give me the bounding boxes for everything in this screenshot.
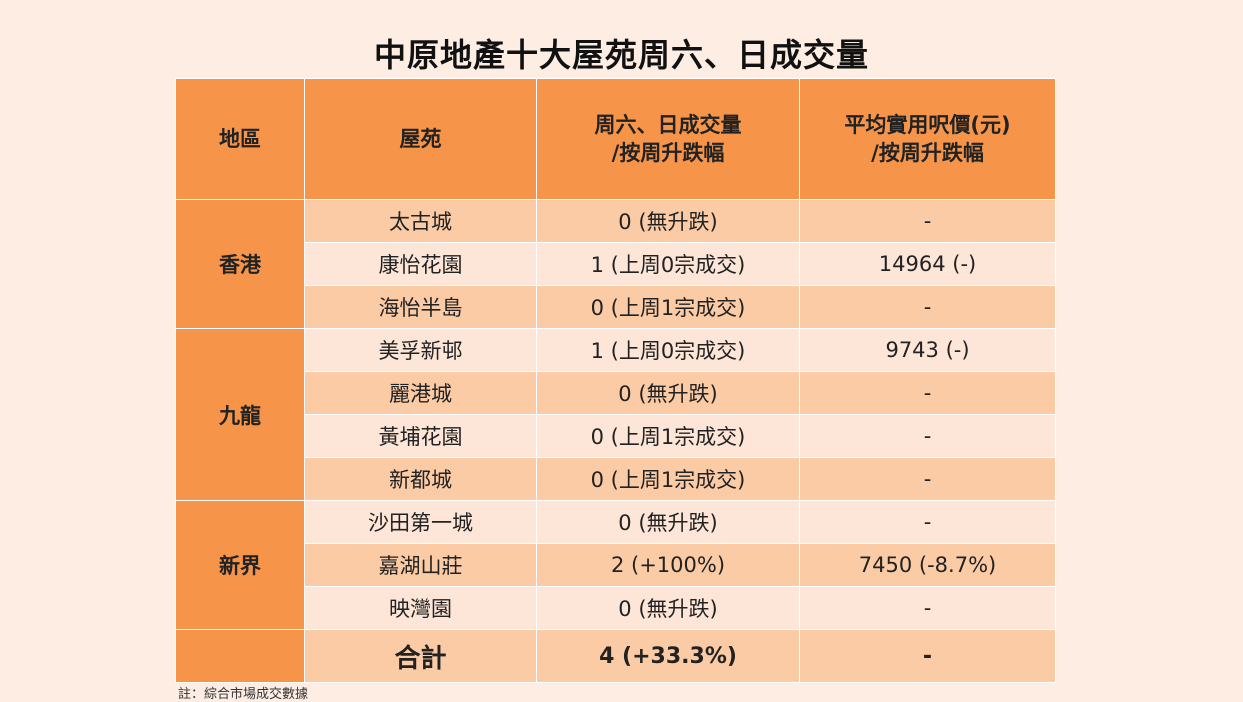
price-cell: 7450 (-8.7%) bbox=[799, 543, 1056, 587]
price-cell: - bbox=[799, 199, 1056, 243]
estate-cell: 映灣園 bbox=[304, 586, 537, 630]
estate-cell: 沙田第一城 bbox=[304, 500, 537, 544]
volume-cell: 0 (無升跌) bbox=[536, 500, 800, 544]
price-cell: - bbox=[799, 586, 1056, 630]
estate-cell: 康怡花園 bbox=[304, 242, 537, 286]
table-row: 康怡花園 1 (上周0宗成交) 14964 (-) bbox=[176, 242, 1056, 286]
table-row: 嘉湖山莊 2 (+100%) 7450 (-8.7%) bbox=[176, 543, 1056, 587]
estate-cell: 美孚新邨 bbox=[304, 328, 537, 372]
header-row: 地區 屋苑 周六、日成交量 /按周升跌幅 平均實用呎價(元) /按周升跌幅 bbox=[175, 78, 1056, 200]
total-region-blank bbox=[175, 629, 305, 683]
header-volume-line1: 周六、日成交量 bbox=[594, 112, 742, 137]
estate-cell: 海怡半島 bbox=[304, 285, 537, 329]
footnote: 註：綜合市場成交數據 bbox=[178, 687, 309, 702]
total-price: - bbox=[799, 629, 1056, 683]
price-cell: - bbox=[799, 285, 1056, 329]
volume-cell: 0 (無升跌) bbox=[536, 371, 800, 415]
region-kowloon: 九龍 bbox=[175, 328, 305, 501]
estate-cell: 嘉湖山莊 bbox=[304, 543, 537, 587]
estate-cell: 新都城 bbox=[304, 457, 537, 501]
volume-cell: 0 (無升跌) bbox=[536, 199, 800, 243]
table-row: 新界 沙田第一城 0 (無升跌) - bbox=[175, 500, 1056, 630]
header-volume: 周六、日成交量 /按周升跌幅 bbox=[536, 78, 800, 200]
volume-cell: 0 (上周1宗成交) bbox=[536, 285, 800, 329]
estate-cell: 太古城 bbox=[304, 199, 537, 243]
table-row: 九龍 美孚新邨 1 (上周0宗成交) 9743 (-) bbox=[175, 328, 1056, 501]
volume-cell: 2 (+100%) bbox=[536, 543, 800, 587]
header-region: 地區 bbox=[175, 78, 305, 200]
volume-cell: 1 (上周0宗成交) bbox=[536, 242, 800, 286]
price-cell: - bbox=[799, 371, 1056, 415]
table-row: 海怡半島 0 (上周1宗成交) - bbox=[176, 285, 1056, 329]
table-row: 香港 太古城 0 (無升跌) - bbox=[175, 199, 1056, 329]
table-row: 麗港城 0 (無升跌) - bbox=[176, 371, 1056, 415]
region-new-territories: 新界 bbox=[175, 500, 305, 630]
header-price-line1: 平均實用呎價(元) bbox=[844, 112, 1011, 137]
page-title: 中原地產十大屋苑周六、日成交量 bbox=[373, 36, 869, 74]
volume-cell: 0 (上周1宗成交) bbox=[536, 414, 800, 458]
region-hong-kong: 香港 bbox=[175, 199, 305, 329]
price-cell: - bbox=[799, 500, 1056, 544]
header-price: 平均實用呎價(元) /按周升跌幅 bbox=[799, 78, 1056, 200]
price-cell: 14964 (-) bbox=[799, 242, 1056, 286]
estate-cell: 黃埔花園 bbox=[304, 414, 537, 458]
header-volume-line2: /按周升跌幅 bbox=[611, 141, 725, 165]
volume-cell: 0 (上周1宗成交) bbox=[536, 457, 800, 501]
total-row: 合計 4 (+33.3%) - bbox=[175, 629, 1056, 683]
estate-cell: 麗港城 bbox=[304, 371, 537, 415]
price-cell: - bbox=[799, 457, 1056, 501]
volume-cell: 1 (上周0宗成交) bbox=[536, 328, 800, 372]
price-cell: 9743 (-) bbox=[799, 328, 1056, 372]
transaction-table: 地區 屋苑 周六、日成交量 /按周升跌幅 平均實用呎價(元) /按周升跌幅 香港… bbox=[175, 78, 1056, 683]
table-row: 映灣園 0 (無升跌) - bbox=[176, 586, 1056, 630]
header-price-line2: /按周升跌幅 bbox=[871, 141, 984, 165]
total-volume: 4 (+33.3%) bbox=[536, 629, 800, 683]
table-row: 新都城 0 (上周1宗成交) - bbox=[176, 457, 1056, 501]
header-estate: 屋苑 bbox=[304, 78, 537, 200]
table-row: 黃埔花園 0 (上周1宗成交) - bbox=[176, 414, 1056, 458]
total-label: 合計 bbox=[304, 629, 537, 683]
volume-cell: 0 (無升跌) bbox=[536, 586, 800, 630]
price-cell: - bbox=[799, 414, 1056, 458]
